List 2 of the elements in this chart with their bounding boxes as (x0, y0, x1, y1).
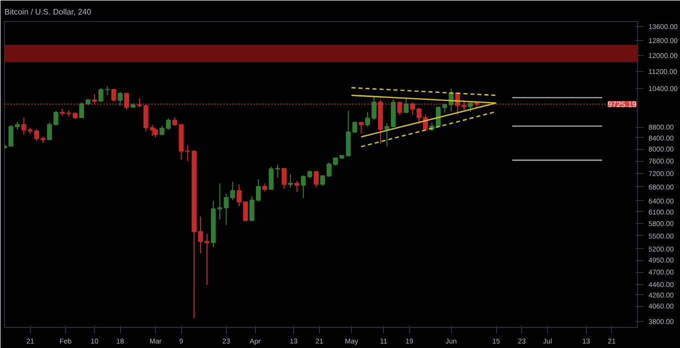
chart-title: Bitcoin / U.S. Dollar, 240 (4, 8, 92, 16)
ref-line-label: 9725.19 (608, 100, 638, 110)
